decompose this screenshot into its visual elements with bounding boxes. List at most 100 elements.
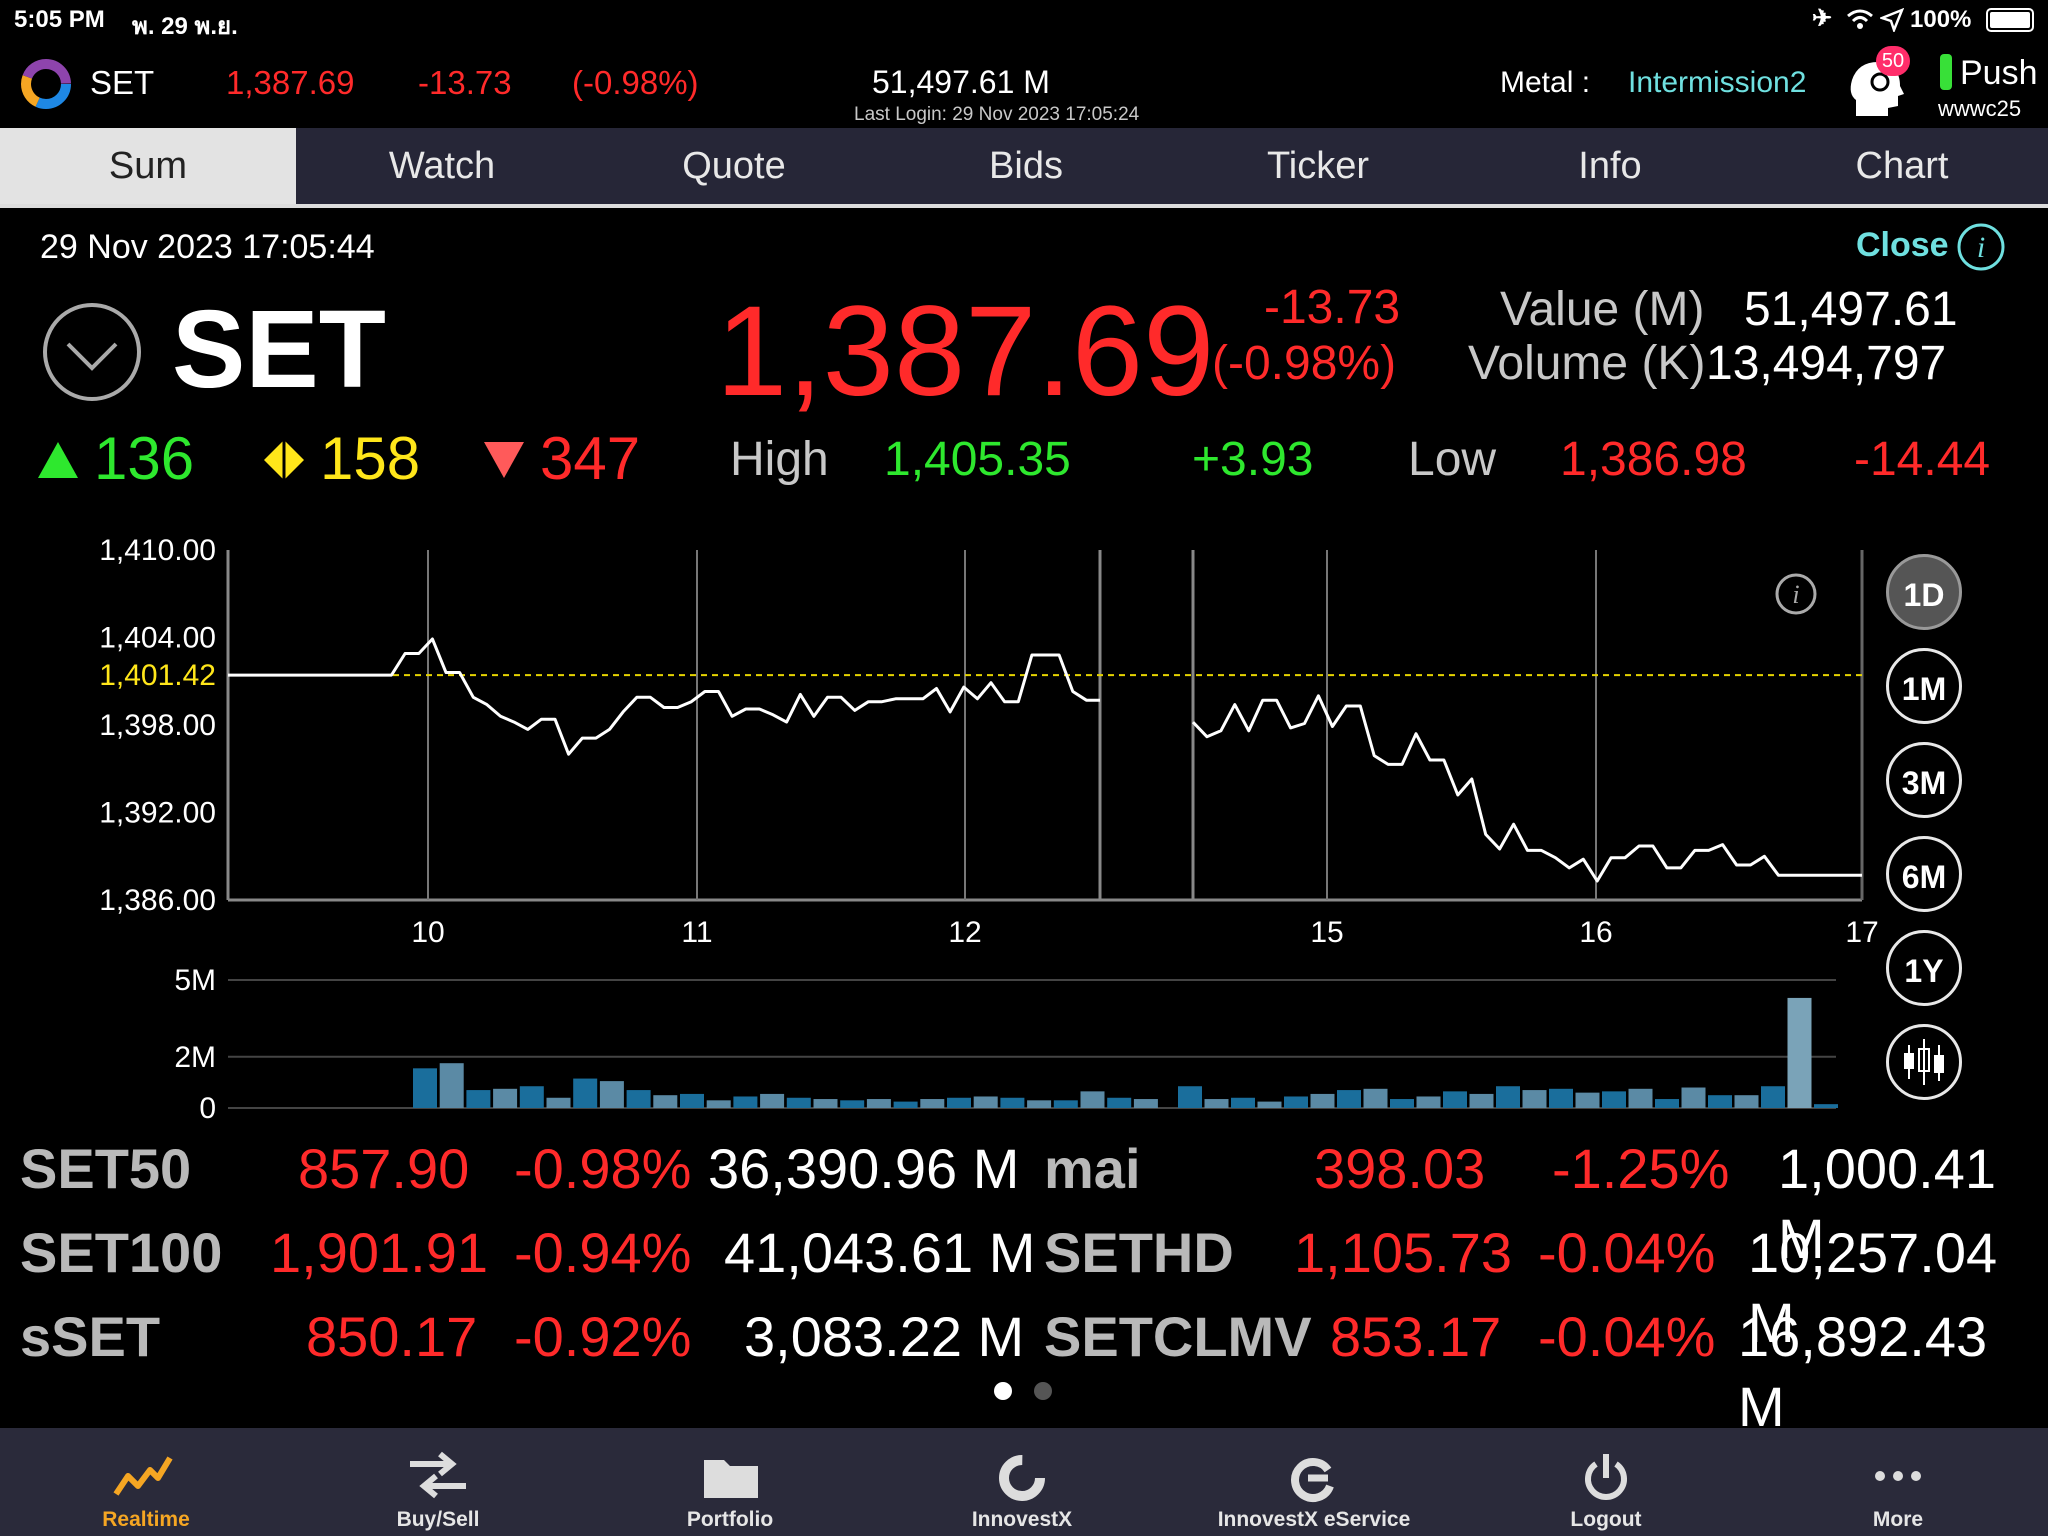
- bottom-navigation: Realtime Buy/Sell Portfolio InnovestX In…: [0, 1428, 2048, 1536]
- y-tick-label: 1,404.00: [99, 622, 216, 655]
- nav-buy-sell[interactable]: Buy/Sell: [292, 1428, 584, 1536]
- volume-bar: [840, 1100, 865, 1108]
- value-amount: 51,497.61: [1744, 283, 1958, 336]
- volume-bar: [1814, 1104, 1838, 1108]
- volume-bar: [493, 1088, 518, 1108]
- index-percent: -0.92%: [514, 1305, 692, 1368]
- nav-portfolio[interactable]: Portfolio: [584, 1428, 876, 1536]
- index-value: 857.90: [298, 1137, 470, 1200]
- index-name[interactable]: SET100: [20, 1221, 223, 1284]
- location-icon: [1880, 8, 1904, 32]
- index-name[interactable]: sSET: [20, 1305, 161, 1368]
- nav-logout[interactable]: Logout: [1460, 1428, 1752, 1536]
- push-label[interactable]: Push: [1960, 54, 2038, 92]
- index-percent: -0.94%: [514, 1221, 692, 1284]
- volume-bar: [653, 1095, 678, 1108]
- x-tick-label: 11: [681, 916, 712, 949]
- app-logo-icon: [21, 59, 71, 109]
- volume-bar: [1178, 1086, 1202, 1108]
- volume-bar: [626, 1090, 651, 1108]
- volume-bar: [1133, 1099, 1158, 1108]
- volume-bar: [1628, 1088, 1653, 1108]
- tab-chart[interactable]: Chart: [1855, 145, 1949, 187]
- volume-bar: [1469, 1093, 1494, 1108]
- up-triangle-icon: [38, 442, 78, 478]
- unchanged-diamond-icon: [264, 440, 304, 480]
- unchanged-count: 158: [320, 425, 421, 492]
- nav-innovestx-eservice[interactable]: InnovestX eService: [1168, 1428, 1460, 1536]
- nav-label: Buy/Sell: [396, 1508, 480, 1531]
- volume-bar: [920, 1099, 945, 1108]
- summary-datetime: 29 Nov 2023 17:05:44: [40, 228, 375, 266]
- index-percent: -0.04%: [1538, 1221, 1716, 1284]
- innovestx-logo-icon: [999, 1455, 1045, 1501]
- intraday-chart[interactable]: 1,410.00 1,404.00 1,398.00 1,392.00 1,386.00…: [0, 520, 1880, 1120]
- status-date: พ. 29 พ.ย.: [132, 13, 238, 40]
- range-6m-button[interactable]: 6M: [1886, 836, 1962, 912]
- index-name[interactable]: SETHD: [1044, 1221, 1234, 1284]
- header-value: 51,497.61 M: [872, 64, 1050, 100]
- header-change: -13.73: [418, 64, 512, 101]
- tab-watch[interactable]: Watch: [388, 145, 496, 187]
- volume-bar: [866, 1099, 891, 1108]
- volume-bar: [413, 1068, 437, 1108]
- header-price: 1,387.69: [226, 64, 355, 101]
- volume-bar: [786, 1097, 811, 1108]
- page-dot-active[interactable]: [994, 1382, 1012, 1400]
- nav-realtime[interactable]: Realtime: [0, 1428, 292, 1536]
- price-line-afternoon: [1191, 694, 1862, 883]
- x-tick-label: 12: [948, 916, 981, 949]
- tab-info[interactable]: Info: [1578, 145, 1642, 187]
- tab-bids[interactable]: Bids: [989, 145, 1063, 187]
- volume-bar: [599, 1081, 624, 1108]
- high-value: 1,405.35: [884, 433, 1071, 486]
- index-volume: 1,000.41 M: [1778, 1137, 1996, 1270]
- tab-quote[interactable]: Quote: [682, 145, 786, 187]
- airplane-icon: ✈: [1812, 5, 1833, 32]
- volume-bar: [1000, 1097, 1025, 1108]
- x-tick-label: 16: [1579, 916, 1612, 949]
- volume-bar: [813, 1099, 838, 1108]
- volume-bar: [1496, 1086, 1520, 1108]
- volume-label: Volume (K): [1468, 337, 1706, 390]
- header-symbol[interactable]: SET: [90, 64, 155, 101]
- index-name[interactable]: mai: [1044, 1137, 1141, 1200]
- y-tick-label: 1,386.00: [99, 884, 216, 917]
- index-value: 850.17: [306, 1305, 478, 1368]
- nav-more[interactable]: More: [1752, 1428, 2044, 1536]
- low-change: -14.44: [1854, 433, 1991, 486]
- tab-ticker[interactable]: Ticker: [1266, 145, 1370, 187]
- volume-bar: [1027, 1100, 1052, 1108]
- volume-bar: [466, 1090, 491, 1108]
- volume-bar: [1761, 1086, 1785, 1108]
- volume-bar: [973, 1096, 998, 1108]
- y-tick-label: 1,398.00: [99, 709, 216, 742]
- candlestick-button[interactable]: [1886, 1024, 1962, 1100]
- status-bar: 5:05 PM พ. 29 พ.ย. ✈ 100%: [0, 0, 2048, 40]
- summary-change: -13.73: [1264, 281, 1401, 334]
- index-volume: 3,083.22 M: [744, 1305, 1025, 1368]
- tab-sum[interactable]: Sum: [0, 128, 296, 204]
- chevron-down-icon[interactable]: [40, 300, 144, 404]
- range-1d-button[interactable]: 1D: [1886, 554, 1962, 630]
- header-percent: (-0.98%): [572, 64, 699, 101]
- range-3m-button[interactable]: 3M: [1886, 742, 1962, 818]
- index-volume: 36,390.96 M: [708, 1137, 1020, 1200]
- wifi-icon: [1847, 9, 1873, 29]
- volume-bar: [1284, 1096, 1308, 1108]
- range-1m-button[interactable]: 1M: [1886, 648, 1962, 724]
- range-1y-button[interactable]: 1Y: [1886, 930, 1962, 1006]
- index-name[interactable]: SETCLMV: [1044, 1305, 1312, 1368]
- down-triangle-icon: [484, 442, 524, 478]
- info-circle-icon[interactable]: i: [1956, 222, 2006, 272]
- index-name[interactable]: SET50: [20, 1137, 192, 1200]
- volume-bar: [706, 1100, 731, 1108]
- summary-price: 1,387.69: [716, 280, 1215, 423]
- index-volume: 10,257.04 M: [1748, 1221, 1998, 1354]
- metal-value[interactable]: Intermission2: [1628, 66, 1807, 99]
- nav-innovestx[interactable]: InnovestX: [876, 1428, 1168, 1536]
- chart-info-icon[interactable]: i: [1772, 570, 1820, 618]
- nav-label: InnovestX eService: [1217, 1508, 1411, 1531]
- page-dot[interactable]: [1034, 1382, 1052, 1400]
- index-volume: 16,892.43 M: [1738, 1305, 1988, 1438]
